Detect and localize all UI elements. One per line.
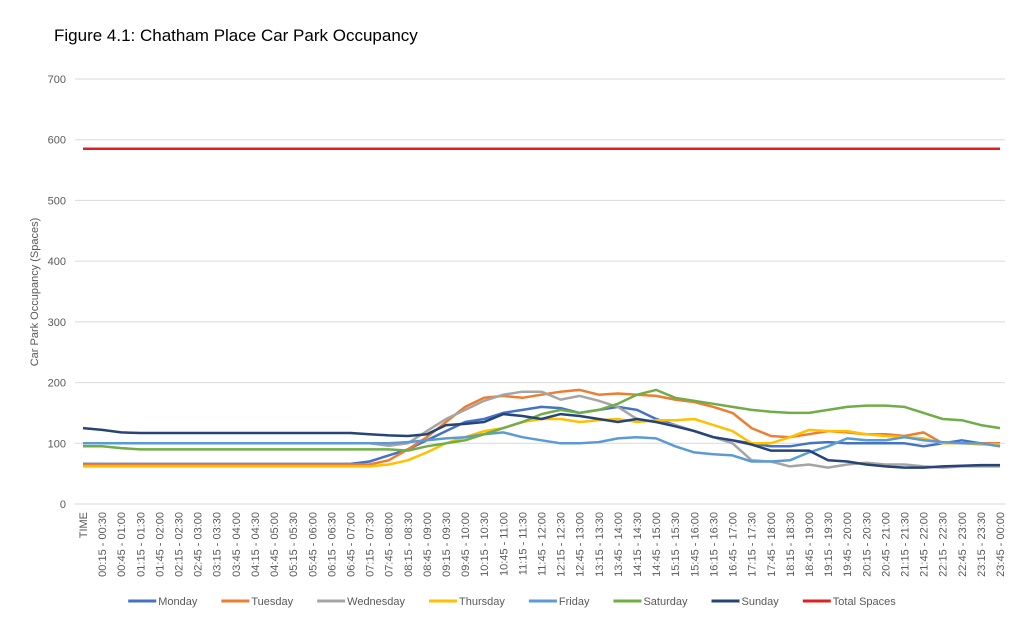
x-tick-label: 00:45 - 01:00 (116, 512, 128, 577)
x-tick-label: TIME (78, 512, 90, 538)
legend-label: Sunday (741, 596, 779, 608)
series-line (83, 388, 1001, 452)
x-tick-label: 01:15 - 01:30 (135, 512, 147, 577)
x-tick-label: 17:45 - 18:00 (766, 512, 778, 577)
x-tick-label: 03:15 - 03:30 (212, 512, 224, 577)
x-tick-label: 16:45 - 17:00 (728, 512, 740, 577)
x-tick-label: 22:45 - 23:00 (957, 512, 969, 577)
x-tick-label: 06:15 - 06:30 (326, 512, 338, 577)
x-tick-label: 23:15 - 23:30 (976, 512, 988, 577)
x-tick-label: 04:45 - 05:00 (269, 512, 281, 577)
series-line (83, 431, 1001, 463)
x-tick-label: 22:15 - 22:30 (938, 512, 950, 577)
x-tick-label: 19:15 - 19:30 (823, 512, 835, 577)
x-tick-label: 08:45 - 09:00 (422, 512, 434, 577)
legend-label: Thursday (459, 596, 505, 608)
x-tick-label: 15:15 - 15:30 (670, 512, 682, 577)
x-tick-label: 10:45 - 11:00 (498, 512, 510, 576)
x-tick-label: 21:45 - 22:00 (919, 512, 931, 577)
x-tick-label: 12:15 - 12:30 (556, 512, 568, 577)
x-tick-label: 05:45 - 06:00 (307, 512, 319, 577)
legend-label: Friday (559, 596, 590, 608)
legend-label: Monday (158, 596, 198, 608)
x-tick-label: 05:15 - 05:30 (288, 512, 300, 577)
x-tick-label: 14:15 - 14:30 (632, 512, 644, 577)
legend-label: Saturday (643, 596, 688, 608)
legend-label: Tuesday (251, 596, 293, 608)
x-tick-label: 10:15 - 10:30 (479, 512, 491, 577)
x-tick-label: 02:15 - 02:30 (174, 512, 186, 577)
x-tick-label: 11:15 - 11:30 (517, 512, 529, 575)
x-tick-label: 23:45 - 00:00 (995, 512, 1007, 577)
x-tick-label: 16:15 - 16:30 (708, 512, 720, 577)
x-tick-label: 06:45 - 07:00 (345, 512, 357, 577)
y-tick-label: 700 (48, 74, 66, 86)
x-tick-label: 03:45 - 04:00 (231, 512, 243, 577)
y-tick-label: 200 (48, 378, 66, 390)
x-tick-label: 20:15 - 20:30 (861, 512, 873, 577)
y-tick-label: 400 (48, 256, 66, 268)
y-tick-label: 100 (48, 438, 66, 450)
x-tick-label: 13:15 - 13:30 (594, 512, 606, 577)
x-tick-label: 09:45 - 10:00 (460, 512, 472, 577)
x-tick-label: 02:45 - 03:00 (193, 512, 205, 577)
x-tick-label: 07:15 - 07:30 (365, 512, 377, 577)
x-tick-label: 14:45 - 15:00 (651, 512, 663, 577)
x-tick-label: 11:45 - 12:00 (537, 512, 549, 576)
series-line (82, 412, 1000, 469)
x-tick-label: 15:45 - 16:00 (689, 512, 701, 577)
x-tick-label: 17:15 - 17:30 (747, 512, 759, 577)
x-tick-label: 18:45 - 19:00 (804, 512, 816, 577)
x-tick-label: 12:45 - 13:00 (575, 512, 587, 577)
legend-label: Total Spaces (833, 596, 896, 608)
x-tick-label: 01:45 - 02:00 (154, 512, 166, 577)
series-line (83, 390, 1000, 469)
x-tick-label: 13:45 - 14:00 (613, 512, 625, 577)
x-tick-label: 09:15 - 09:30 (441, 512, 453, 577)
legend-label: Wednesday (347, 596, 405, 608)
y-axis-label: Car Park Occupancy (Spaces) (29, 218, 41, 367)
x-tick-label: 00:15 - 00:30 (97, 512, 109, 577)
x-tick-label: 20:45 - 21:00 (880, 512, 892, 577)
x-tick-label: 21:15 - 21:30 (899, 512, 911, 577)
y-tick-label: 300 (48, 317, 66, 329)
chart-title: Figure 4.1: Chatham Place Car Park Occup… (54, 26, 418, 45)
x-tick-label: 07:45 - 08:00 (384, 512, 396, 577)
y-tick-label: 500 (48, 195, 66, 207)
x-tick-label: 04:15 - 04:30 (250, 512, 262, 577)
x-tick-label: 19:45 - 20:00 (842, 512, 854, 577)
series-line (83, 388, 1000, 466)
x-tick-label: 18:15 - 18:30 (785, 512, 797, 577)
x-tick-label: 08:15 - 08:30 (403, 512, 415, 577)
y-tick-label: 600 (48, 135, 66, 147)
y-tick-label: 0 (60, 499, 66, 511)
